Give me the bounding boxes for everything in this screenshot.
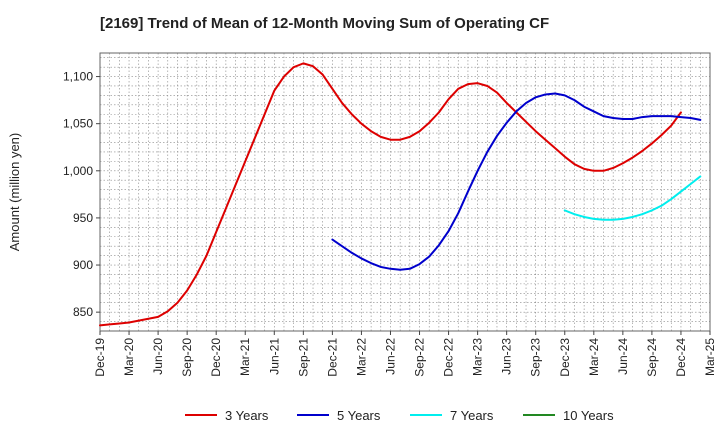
x-gridlines	[109, 53, 701, 331]
x-tick-label: Jun-23	[500, 338, 514, 375]
legend: 3 Years 5 Years 7 Years 10 Years	[185, 408, 614, 423]
x-tick-label: Dec-22	[442, 338, 456, 377]
x-tick-label: Dec-21	[325, 338, 339, 377]
series-line-3-years	[99, 62, 682, 327]
y-tick-label: 900	[73, 258, 93, 272]
y-tick-label: 1,000	[63, 164, 93, 178]
x-tick-label: Mar-22	[354, 338, 368, 376]
y-axis-ticks: 850 900 950 1,000 1,050 1,100	[63, 70, 100, 319]
x-tick-label: Sep-20	[180, 338, 194, 377]
y-tick-label: 850	[73, 305, 93, 319]
x-tick-label: Sep-24	[645, 338, 659, 377]
plot-frame	[99, 52, 711, 332]
x-tick-label: Dec-24	[674, 338, 688, 377]
legend-label: 3 Years	[225, 408, 269, 423]
plot-area	[100, 53, 710, 331]
x-tick-label: Sep-21	[296, 338, 310, 377]
x-tick-label: Mar-20	[122, 338, 136, 376]
legend-label: 5 Years	[337, 408, 381, 423]
x-tick-label: Jun-21	[267, 338, 281, 375]
chart-title: [2169] Trend of Mean of 12-Month Moving …	[100, 15, 549, 32]
x-tick-label: Dec-23	[558, 338, 572, 377]
x-tick-label: Sep-23	[529, 338, 543, 377]
x-tick-label: Mar-25	[703, 338, 717, 376]
series-line-5-years	[331, 92, 702, 271]
y-tick-label: 1,050	[63, 117, 93, 131]
x-tick-label: Jun-22	[383, 338, 397, 375]
y-tick-label: 950	[73, 211, 93, 225]
x-tick-label: Dec-19	[93, 338, 107, 377]
legend-label: 10 Years	[563, 408, 614, 423]
y-tick-label: 1,100	[63, 70, 93, 84]
series-line-7-years	[563, 175, 702, 221]
y-gridlines	[100, 57, 710, 322]
x-tick-label: Mar-21	[238, 338, 252, 376]
x-tick-label: Dec-20	[209, 338, 223, 377]
series-lines	[99, 62, 702, 327]
x-axis-ticks: Dec-19 Mar-20 Jun-20 Sep-20 Dec-20 Mar-21 Jun-…	[93, 331, 717, 377]
x-tick-label: Mar-24	[587, 338, 601, 376]
x-tick-label: Jun-24	[616, 338, 630, 375]
legend-label: 7 Years	[450, 408, 494, 423]
x-tick-label: Jun-20	[151, 338, 165, 375]
x-tick-label: Mar-23	[471, 338, 485, 376]
x-tick-label: Sep-22	[413, 338, 427, 377]
y-axis-label: Amount (million yen)	[7, 133, 22, 252]
